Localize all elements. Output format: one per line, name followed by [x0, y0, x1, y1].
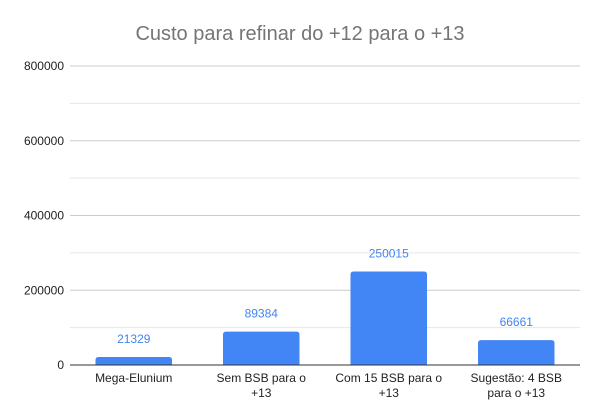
bar [350, 271, 427, 365]
x-tick-label: Sem BSB para o +13 [217, 371, 307, 400]
y-tick-label: 600000 [24, 134, 64, 148]
x-tick-label: Mega-Elunium [95, 371, 172, 385]
data-labels: 21329 89384 250015 66661 [117, 247, 533, 346]
x-tick-label: Sugestão: 4 BSB para o +13 [471, 371, 562, 400]
data-label: 21329 [117, 332, 151, 346]
x-axis-ticks: Mega-Elunium Sem BSB para o +13 Com 15 BSB … [95, 371, 562, 400]
y-tick-label: 200000 [24, 283, 64, 297]
chart-title: Custo para refinar do +12 para o +13 [135, 23, 464, 45]
y-tick-label: 0 [57, 358, 64, 372]
y-tick-label: 800000 [24, 59, 64, 73]
bar [223, 331, 300, 365]
gridlines [70, 65, 580, 329]
x-tick-label: Com 15 BSB para o +13 [335, 371, 442, 400]
data-label: 89384 [245, 307, 279, 321]
y-axis-ticks: 0 200000 400000 600000 800000 [24, 59, 64, 372]
bar [95, 357, 172, 365]
y-tick-label: 400000 [24, 209, 64, 223]
data-label: 250015 [369, 247, 409, 261]
data-label: 66661 [500, 315, 534, 329]
bar [478, 340, 555, 365]
bars [95, 271, 555, 365]
